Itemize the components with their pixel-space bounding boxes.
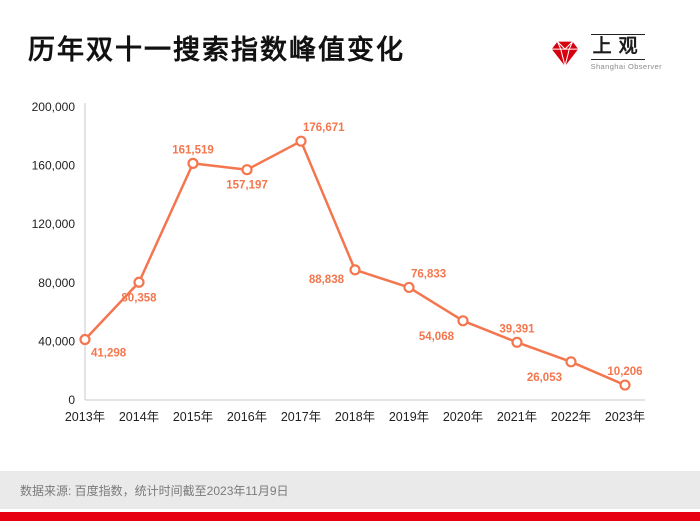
logo-text: 上观 Shanghai Observer: [590, 34, 662, 71]
gem-logo-icon: [551, 41, 578, 67]
line-chart: 0 40,000 80,000 120,000 160,000 200,000 2013年 2…: [0, 95, 700, 445]
y-axis-label: 40,000: [38, 334, 75, 348]
data-label: 161,519: [172, 144, 214, 156]
page-title: 历年双十一搜索指数峰值变化: [28, 35, 405, 65]
y-axis-label: 200,000: [32, 100, 76, 114]
x-axis-label: 2021年: [497, 410, 537, 424]
data-label: 88,838: [309, 274, 345, 286]
x-axis-label: 2020年: [443, 410, 483, 424]
logo-subtitle: Shanghai Observer: [590, 61, 662, 71]
x-axis-label: 2015年: [173, 410, 213, 424]
data-point: [79, 333, 91, 346]
x-axis-label: 2023年: [605, 410, 645, 424]
x-axis-label: 2019年: [389, 410, 429, 424]
source-footer: 数据来源: 百度指数，统计时间截至2023年11月9日: [0, 471, 700, 509]
gem-facets: [551, 41, 578, 67]
data-label: 39,391: [499, 323, 535, 335]
x-axis-label: 2016年: [227, 410, 267, 424]
data-point: [295, 135, 307, 147]
x-axis-label: 2018年: [335, 410, 375, 424]
data-point: [457, 315, 469, 327]
data-point: [187, 157, 199, 169]
y-axis-label: 120,000: [32, 217, 76, 231]
logo-name: 上观: [590, 34, 645, 60]
x-axis-label: 2017年: [281, 410, 321, 424]
chart-line: [83, 139, 627, 387]
data-label: 10,206: [607, 366, 642, 378]
data-label: 176,671: [303, 122, 345, 134]
y-axis-label: 160,000: [32, 159, 76, 173]
data-label: 80,358: [121, 292, 157, 304]
data-point: [619, 379, 631, 391]
x-axis-label: 2014年: [119, 410, 159, 424]
data-label: 54,068: [419, 331, 455, 343]
data-source-text: 数据来源: 百度指数，统计时间截至2023年11月9日: [20, 483, 289, 498]
data-point: [565, 356, 577, 368]
gem-body: [551, 42, 578, 67]
data-label: 76,833: [411, 268, 446, 280]
x-axis-label: 2013年: [65, 410, 105, 424]
bottom-accent-bar: [0, 512, 700, 521]
data-label: 41,298: [91, 347, 127, 359]
shanghai-observer-logo: 上观 Shanghai Observer: [548, 34, 662, 71]
data-point: [133, 276, 145, 288]
data-point: [403, 281, 415, 294]
data-point: [349, 264, 361, 276]
y-axis-label: 80,000: [38, 276, 75, 290]
y-axis-label: 0: [68, 393, 75, 407]
x-axis-label: 2022年: [551, 410, 591, 424]
chart-canvas: 0 40,000 80,000 120,000 160,000 200,000 2013年 2…: [32, 100, 646, 424]
data-label: 157,197: [226, 180, 268, 192]
data-point: [241, 164, 253, 176]
data-label: 26,053: [527, 372, 562, 384]
data-point: [511, 336, 523, 348]
